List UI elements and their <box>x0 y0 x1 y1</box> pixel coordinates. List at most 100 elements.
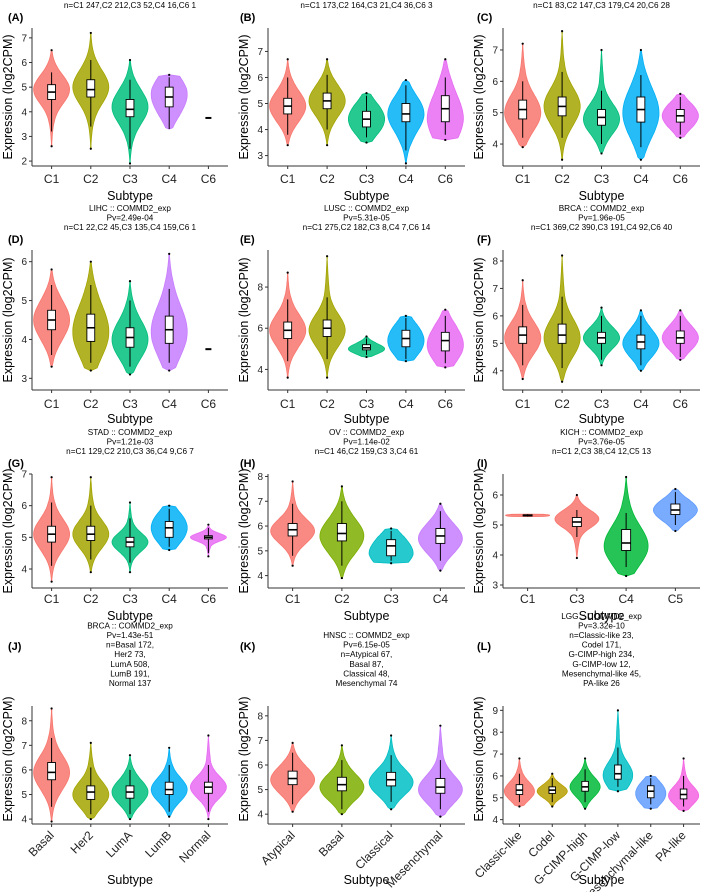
x-tick-label: C4 <box>162 172 178 186</box>
y-tick-label: 8 <box>257 711 263 722</box>
outlier-point <box>551 772 554 775</box>
p-value-label: Pv=1.96e-05 <box>578 213 625 222</box>
chart-title: LGG :: COMMD2_exp <box>561 612 642 621</box>
outlier-point <box>679 309 682 312</box>
outlier-point <box>340 485 343 488</box>
panel-letter: (B) <box>240 12 256 24</box>
x-tick-label: C1 <box>44 592 60 606</box>
y-axis-title: Expression (log2CPM) <box>1 696 15 821</box>
y-tick-label: 4 <box>21 107 27 118</box>
outlier-point <box>50 707 53 710</box>
outlier-point <box>616 709 620 712</box>
outlier-point <box>365 141 368 144</box>
outlier-point <box>326 144 329 147</box>
x-tick-label: Basal <box>316 828 347 859</box>
panel-letter: (D) <box>8 234 24 246</box>
sample-size-label: n=C1 22,C2 45,C3 135,C4 159,C6 1 <box>64 223 197 232</box>
x-tick-label: Atypical <box>258 828 298 868</box>
x-tick-label: C6 <box>673 172 689 186</box>
chart-title: LUSC :: COMMD2_exp <box>324 204 410 213</box>
y-tick-label: 4 <box>21 335 27 346</box>
p-value-label: Pv=5.31e-05 <box>343 213 390 222</box>
x-tick-label: C6 <box>201 172 217 186</box>
sample-size-label: n=Classic-like 23, <box>569 631 633 640</box>
y-axis-title: Expression (log2CPM) <box>237 257 251 382</box>
outlier-point <box>390 562 393 565</box>
panel-letter: (C) <box>477 12 493 24</box>
outlier-point <box>365 335 368 338</box>
y-tick-label: 6 <box>492 491 498 502</box>
y-tick-label: 8 <box>21 716 27 727</box>
y-tick-label: 3 <box>21 374 27 385</box>
y-tick-label: 6 <box>257 761 263 772</box>
outlier-point <box>365 91 368 95</box>
outlier-point <box>50 49 53 52</box>
panel-letter: (J) <box>8 641 22 653</box>
y-tick-label: 5 <box>21 83 27 94</box>
outlier-point <box>600 48 603 52</box>
y-axis-title: Expression (log2CPM) <box>237 696 251 821</box>
outlier-point <box>128 280 132 283</box>
box <box>47 762 56 781</box>
y-tick-label: 6 <box>21 58 27 69</box>
y-tick-label: 6 <box>257 522 263 533</box>
outlier-point <box>207 523 210 526</box>
sample-size-label: Classical 48, <box>343 669 389 678</box>
x-axis-title: Subtype <box>344 873 390 887</box>
x-axis-title: Subtype <box>344 189 390 203</box>
p-value-label: Pv=1.14e-02 <box>343 437 390 446</box>
outlier-point <box>89 476 92 479</box>
chart-title: OV :: COMMD2_exp <box>329 428 405 437</box>
box <box>86 79 96 98</box>
box <box>440 331 450 352</box>
y-tick-label: 6 <box>21 765 27 776</box>
y-tick-label: 6 <box>21 501 27 512</box>
y-tick-label: 4 <box>492 551 498 562</box>
outlier-point <box>682 757 685 760</box>
y-tick-label: 6 <box>21 257 27 268</box>
x-tick-label: C1 <box>515 172 531 186</box>
y-axis-title: Expression (log2CPM) <box>1 257 15 382</box>
y-tick-label: 4 <box>257 365 263 376</box>
y-tick-label: 3 <box>492 581 498 592</box>
y-tick-label: 7 <box>257 497 263 508</box>
p-value-label: Pv=1.43e-51 <box>107 631 154 640</box>
x-tick-label: C2 <box>319 172 335 186</box>
y-tick-label: 8 <box>257 472 263 483</box>
x-tick-label: LumA <box>103 828 135 860</box>
x-tick-label: Her2 <box>68 828 97 857</box>
x-axis-title: Subtype <box>579 873 625 887</box>
y-tick-label: 5 <box>21 790 27 801</box>
y-tick-label: 6 <box>492 771 498 782</box>
outlier-point <box>326 58 329 61</box>
outlier-point <box>128 754 132 757</box>
outlier-point <box>89 147 92 150</box>
outlier-point <box>639 158 643 161</box>
sample-size-label: n=C1 129,C2 210,C3 36,C4 9,C6 7 <box>66 447 194 456</box>
x-tick-label: C5 <box>668 592 684 606</box>
outlier-point <box>674 487 677 491</box>
y-tick-label: 5 <box>492 521 498 532</box>
outlier-point <box>128 501 132 504</box>
x-tick-label: C6 <box>201 592 217 606</box>
y-tick-label: 9 <box>492 706 498 717</box>
outlier-point <box>444 366 447 369</box>
x-tick-label: C4 <box>398 397 414 411</box>
y-tick-label: 4 <box>257 125 263 136</box>
y-tick-label: 5 <box>492 793 498 804</box>
outlier-point <box>89 741 92 744</box>
outlier-point <box>291 810 294 813</box>
p-value-label: Pv=3.76e-05 <box>578 437 625 446</box>
x-tick-label: C2 <box>554 397 570 411</box>
x-tick-label: C2 <box>83 397 99 411</box>
sample-size-label: G-CIMP-high 234, <box>569 650 635 659</box>
sample-size-label: n=Atypical 67, <box>341 650 393 659</box>
outlier-point <box>128 162 132 165</box>
outlier-point <box>682 809 685 812</box>
outlier-point <box>340 813 343 816</box>
outlier-point <box>518 757 521 760</box>
y-axis-title: Expression (log2CPM) <box>472 696 486 821</box>
sample-size-label: n=C1 275,C2 182,C3 8,C4 7,C6 14 <box>303 223 431 232</box>
